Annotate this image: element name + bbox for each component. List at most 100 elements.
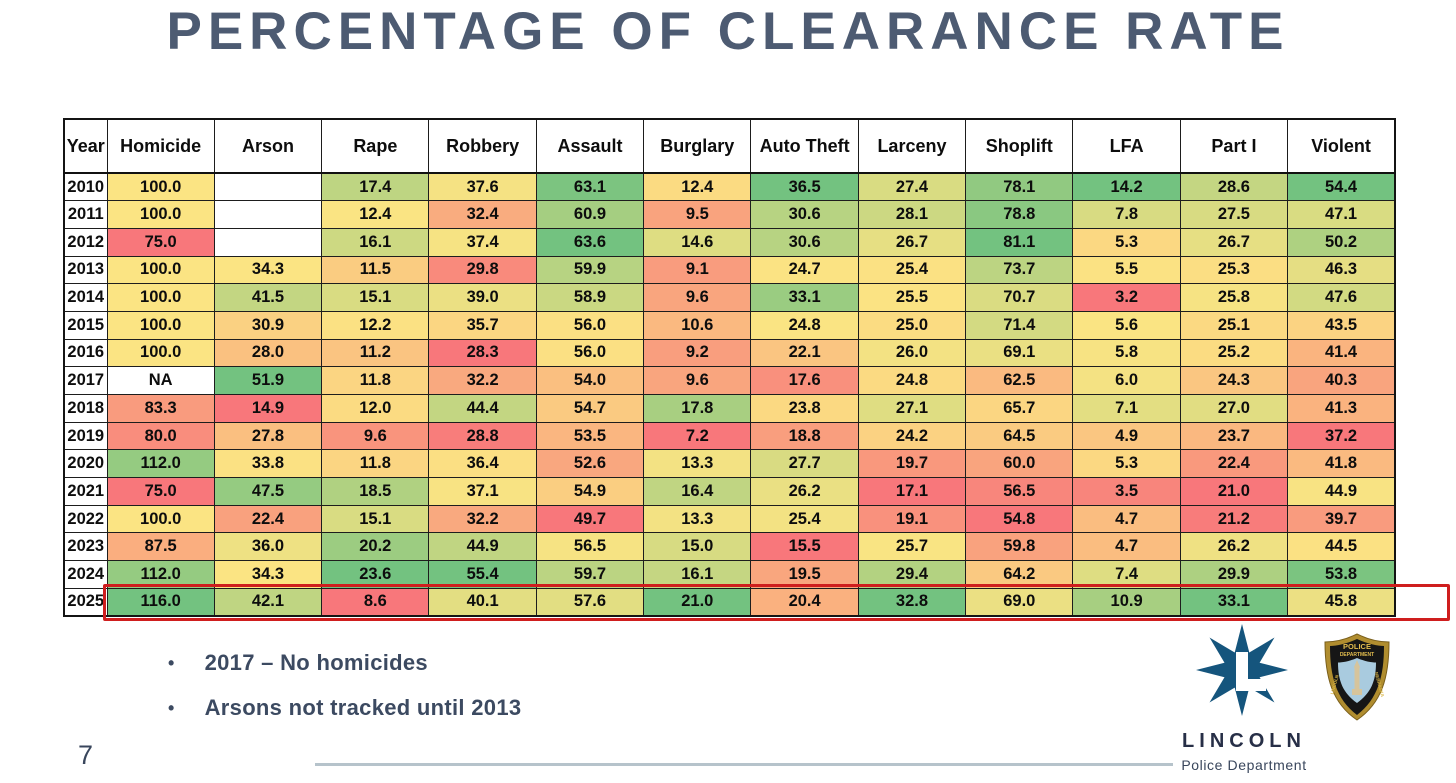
table-row-2011: 2011 100.0 12.4 32.4 60.9 9.5 30.6 28.1 78.8 7.8 2… xyxy=(63,200,1396,229)
value-cell: 56.5 xyxy=(535,532,645,562)
lincoln-logo-subtitle: Police Department xyxy=(1181,757,1307,773)
table-row-2013: 2013 100.0 34.3 11.5 29.8 59.9 9.1 24.7 25.4 73.7… xyxy=(63,255,1396,285)
value-cell: 32.2 xyxy=(428,504,537,534)
value-cell: 14.9 xyxy=(213,394,323,423)
value-cell: 36.5 xyxy=(750,172,859,202)
value-cell: 41.3 xyxy=(1287,394,1396,423)
column-header-lfa: LFA xyxy=(1072,118,1181,174)
column-header-violent: Violent xyxy=(1287,118,1396,174)
value-cell: 12.4 xyxy=(643,172,752,202)
column-header-homicide: Homicide xyxy=(106,118,215,174)
value-cell: 27.5 xyxy=(1179,200,1289,229)
value-cell: 37.6 xyxy=(428,172,537,202)
value-cell: 64.2 xyxy=(965,560,1074,589)
value-cell: 32.4 xyxy=(428,200,537,229)
value-cell: 18.5 xyxy=(321,477,430,506)
value-cell: 25.3 xyxy=(1179,255,1289,285)
value-cell: 54.4 xyxy=(1287,172,1396,202)
value-cell: 26.7 xyxy=(857,227,967,257)
value-cell: 9.1 xyxy=(643,255,752,285)
value-cell: 15.0 xyxy=(643,532,752,562)
value-cell: 17.8 xyxy=(643,394,752,423)
value-cell: 39.0 xyxy=(428,283,537,312)
value-cell: 56.5 xyxy=(965,477,1074,506)
value-cell xyxy=(213,200,323,229)
value-cell: 53.8 xyxy=(1287,560,1396,589)
value-cell: 70.7 xyxy=(965,283,1074,312)
value-cell: 25.5 xyxy=(857,283,967,312)
value-cell: 19.7 xyxy=(857,449,967,479)
value-cell: 50.2 xyxy=(1287,227,1396,257)
value-cell: 23.6 xyxy=(321,560,430,589)
column-header-shoplift: Shoplift xyxy=(965,118,1074,174)
value-cell: 33.8 xyxy=(213,449,323,479)
value-cell: 14.6 xyxy=(643,227,752,257)
value-cell: 3.5 xyxy=(1072,477,1181,506)
year-cell-2018: 2018 xyxy=(63,394,108,423)
table-row-2010: 2010 100.0 17.4 37.6 63.1 12.4 36.5 27.4 78.1 14.… xyxy=(63,172,1396,202)
value-cell: 54.8 xyxy=(965,504,1074,534)
value-cell: 9.2 xyxy=(643,338,752,368)
value-cell: 21.0 xyxy=(1179,477,1289,506)
value-cell: 116.0 xyxy=(106,587,215,617)
value-cell: 7.1 xyxy=(1072,394,1181,423)
value-cell: 83.3 xyxy=(106,394,215,423)
column-header-auto-theft: Auto Theft xyxy=(750,118,859,174)
column-header-assault: Assault xyxy=(535,118,645,174)
value-cell: 17.4 xyxy=(321,172,430,202)
value-cell: 12.0 xyxy=(321,394,430,423)
value-cell: 28.3 xyxy=(428,338,537,368)
value-cell: 58.9 xyxy=(535,283,645,312)
year-cell-2010: 2010 xyxy=(63,172,108,202)
value-cell: 29.4 xyxy=(857,560,967,589)
table-row-2025: 2025 116.0 42.1 8.6 40.1 57.6 21.0 20.4 32.8 69.0… xyxy=(63,587,1396,617)
value-cell: 8.6 xyxy=(321,587,430,617)
value-cell: 27.8 xyxy=(213,421,323,451)
value-cell: 27.1 xyxy=(857,394,967,423)
value-cell: 52.6 xyxy=(535,449,645,479)
value-cell: 25.4 xyxy=(750,504,859,534)
value-cell: 12.2 xyxy=(321,310,430,340)
value-cell: 64.5 xyxy=(965,421,1074,451)
badge-text-side-left: LINCOLN xyxy=(1330,674,1340,695)
value-cell: 47.6 xyxy=(1287,283,1396,312)
value-cell: 54.0 xyxy=(535,366,645,395)
value-cell: 60.9 xyxy=(535,200,645,229)
value-cell xyxy=(213,227,323,257)
table-row-2012: 2012 75.0 16.1 37.4 63.6 14.6 30.6 26.7 81.1 5.3 2… xyxy=(63,227,1396,257)
year-cell-2023: 2023 xyxy=(63,532,108,562)
value-cell: 26.7 xyxy=(1179,227,1289,257)
value-cell: 71.4 xyxy=(965,310,1074,340)
value-cell: 7.8 xyxy=(1072,200,1181,229)
value-cell: 9.6 xyxy=(643,283,752,312)
bullet-icon: • xyxy=(168,698,175,718)
value-cell: 80.0 xyxy=(106,421,215,451)
value-cell: 32.2 xyxy=(428,366,537,395)
value-cell: 13.3 xyxy=(643,504,752,534)
note-text-2: Arsons not tracked until 2013 xyxy=(204,695,522,720)
value-cell: 100.0 xyxy=(106,255,215,285)
value-cell: 100.0 xyxy=(106,283,215,312)
value-cell: 34.3 xyxy=(213,560,323,589)
value-cell: 41.5 xyxy=(213,283,323,312)
value-cell: 5.6 xyxy=(1072,310,1181,340)
clearance-rate-table: Year Homicide Arson Rape Robbery Assault Burgl… xyxy=(63,118,1396,617)
value-cell: 39.7 xyxy=(1287,504,1396,534)
column-header-larceny: Larceny xyxy=(857,118,967,174)
value-cell: 26.2 xyxy=(1179,532,1289,562)
value-cell: 59.9 xyxy=(535,255,645,285)
value-cell: 5.8 xyxy=(1072,338,1181,368)
value-cell: 81.1 xyxy=(965,227,1074,257)
notes-list: • 2017 – No homicides • Arsons not track… xyxy=(168,648,521,738)
value-cell: 28.6 xyxy=(1179,172,1289,202)
value-cell: 75.0 xyxy=(106,227,215,257)
value-cell: 44.4 xyxy=(428,394,537,423)
value-cell: 63.1 xyxy=(535,172,645,202)
value-cell: 60.0 xyxy=(965,449,1074,479)
value-cell: 24.7 xyxy=(750,255,859,285)
note-text-1: 2017 – No homicides xyxy=(204,650,428,675)
value-cell: 27.0 xyxy=(1179,394,1289,423)
value-cell: 87.5 xyxy=(106,532,215,562)
year-cell-2011: 2011 xyxy=(63,200,108,229)
value-cell: 11.8 xyxy=(321,449,430,479)
